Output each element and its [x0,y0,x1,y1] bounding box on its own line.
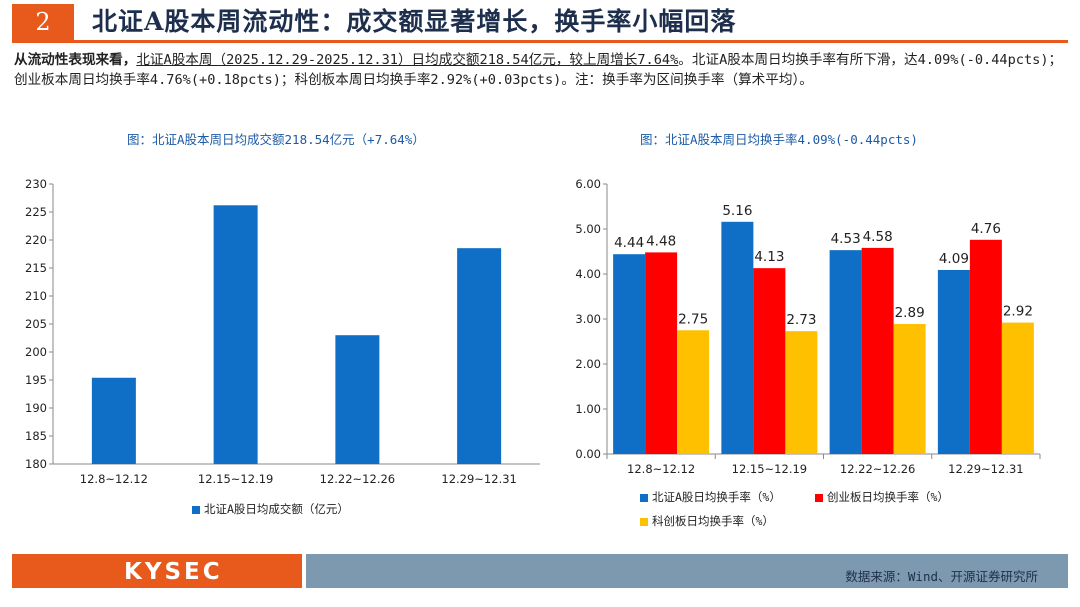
y-tick-label: 225 [25,205,47,219]
y-tick-label: 185 [25,429,47,443]
data-source: 数据来源：Wind、开源证券研究所 [845,569,1038,584]
bar [785,331,818,454]
x-tick-label: 12.8~12.12 [80,472,148,486]
summary-lead: 从流动性表现来看， [14,52,137,68]
bar [677,330,710,454]
data-label: 2.73 [786,312,816,328]
left-legend: 北证A股日均成交额（亿元） [192,501,349,517]
right-chart-title: 图：北证A股本周日均换手率4.09%(-0.44pcts) [640,132,918,147]
y-tick-label: 1.00 [575,402,601,416]
kysec-logo: KYSEC [124,559,223,585]
right-legend-bse: 北证A股日均换手率（%） [640,489,781,505]
legend-label-star: 科创板日均换手率（%） [652,514,774,528]
bar [829,250,862,454]
y-tick-label: 205 [25,317,47,331]
right-legend-star: 科创板日均换手率（%） [640,513,774,529]
y-tick-label: 190 [25,401,47,415]
data-label: 4.09 [939,251,969,267]
y-tick-label: 3.00 [575,312,601,326]
bar [721,221,754,454]
bar [335,335,380,464]
y-tick-label: 230 [25,177,47,191]
bar [753,268,786,454]
x-tick-label: 12.8~12.12 [627,462,695,476]
bar [1001,322,1034,454]
bar [893,323,926,454]
title-bar: 2 北证A股本周流动性：成交额显著增长，换手率小幅回落 [0,0,1080,44]
data-label: 4.48 [646,233,676,249]
data-label: 4.53 [831,231,861,247]
bar [861,247,894,454]
page-title: 北证A股本周流动性：成交额显著增长，换手率小幅回落 [92,7,737,36]
bar [91,377,136,464]
y-tick-label: 220 [25,233,47,247]
data-label: 4.13 [754,249,784,265]
y-tick-label: 195 [25,373,47,387]
y-tick-label: 4.00 [575,267,601,281]
right-legend-chinext: 创业板日均换手率（%） [815,489,949,505]
y-tick-label: 180 [25,457,47,471]
y-tick-label: 210 [25,289,47,303]
legend-swatch-bse [640,493,648,502]
bar [937,269,970,454]
bar [645,252,678,454]
data-label: 5.16 [722,203,752,219]
left-chart-title: 图：北证A股本周日均成交额218.54亿元（+7.64%） [127,132,425,147]
footer-brand-bar [12,554,302,588]
summary-highlight: 北证A股本周（2025.12.29-2025.12.31）日均成交额218.54… [136,52,679,68]
summary-paragraph: 从流动性表现来看，北证A股本周（2025.12.29-2025.12.31）日均… [14,50,1066,90]
title-divider [12,40,1068,43]
bar [213,205,258,464]
data-label: 2.89 [895,305,925,321]
data-label: 4.58 [863,229,893,245]
y-tick-label: 6.00 [575,177,601,191]
x-tick-label: 12.29~12.31 [441,472,516,486]
legend-label-bse: 北证A股日均换手率（%） [652,490,781,504]
y-tick-label: 2.00 [575,357,601,371]
bar [613,254,646,454]
x-tick-label: 12.29~12.31 [948,462,1023,476]
data-label: 2.75 [678,311,708,327]
data-label: 4.76 [971,221,1001,237]
x-tick-label: 12.22~12.26 [840,462,915,476]
x-tick-label: 12.15~12.19 [732,462,807,476]
data-label: 4.44 [614,235,644,251]
legend-swatch-volume [192,505,200,514]
summary-rest: 。北证A股本周日均换手率有所下滑，达4.09%(-0.44pcts)；创业板本周… [14,52,1063,88]
y-tick-label: 0.00 [575,447,601,461]
data-label: 2.92 [1003,304,1033,320]
legend-swatch-star [640,517,648,526]
bar [969,239,1002,454]
x-tick-label: 12.15~12.19 [198,472,273,486]
legend-swatch-chinext [815,493,823,502]
y-tick-label: 215 [25,261,47,275]
x-tick-label: 12.22~12.26 [320,472,395,486]
legend-label-chinext: 创业板日均换手率（%） [827,490,949,504]
bar [457,248,502,464]
footer-info-bar [306,554,1068,588]
y-tick-label: 200 [25,345,47,359]
y-tick-label: 5.00 [575,222,601,236]
legend-label-volume: 北证A股日均成交额（亿元） [204,502,349,516]
section-number: 2 [12,4,74,40]
